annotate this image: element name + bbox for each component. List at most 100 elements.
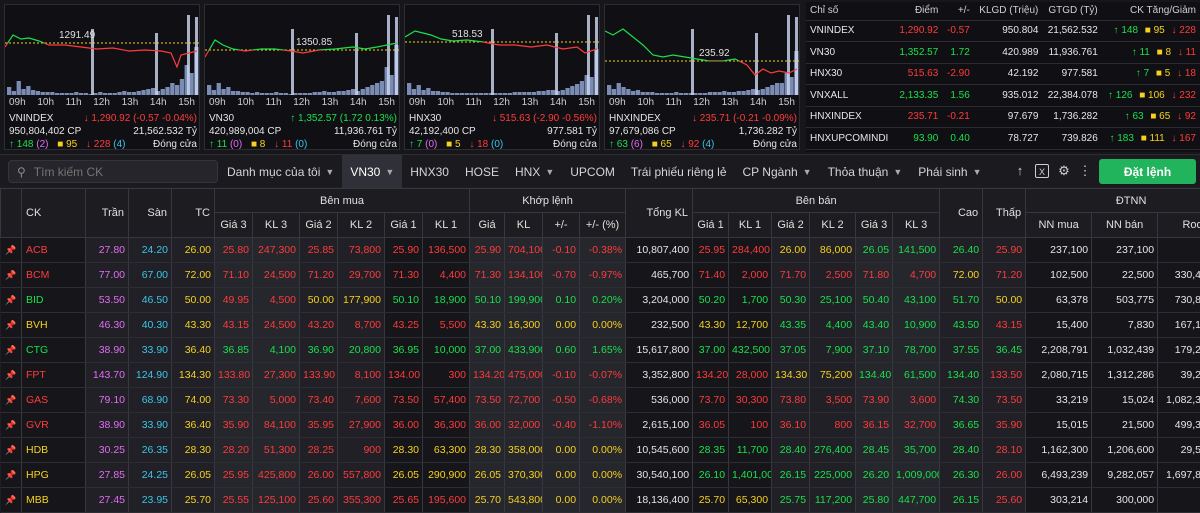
bid-cell[interactable]: 177,900 xyxy=(338,288,385,313)
bid-cell[interactable]: 73.40 xyxy=(300,388,338,413)
bid-cell[interactable]: 63,300 xyxy=(423,438,470,463)
pin-icon[interactable]: 📌 xyxy=(1,413,22,438)
ask-cell[interactable]: 25.70 xyxy=(693,488,729,513)
bid-cell[interactable]: 8,100 xyxy=(338,363,385,388)
ask-cell[interactable]: 3,600 xyxy=(893,388,940,413)
watchlist-tab[interactable]: Danh mục của tôi▼ xyxy=(219,155,342,188)
bid-cell[interactable]: 4,400 xyxy=(423,263,470,288)
bid-cell[interactable]: 24,500 xyxy=(253,313,300,338)
ask-cell[interactable]: 86,000 xyxy=(810,238,856,263)
pin-icon[interactable]: 📌 xyxy=(1,338,22,363)
pin-icon[interactable]: 📌 xyxy=(1,238,22,263)
ask-cell[interactable]: 35,700 xyxy=(893,438,940,463)
bid-cell[interactable]: 7,600 xyxy=(338,388,385,413)
board-subheader[interactable]: Giá 1 xyxy=(385,213,423,238)
board-subheader[interactable]: Giá 2 xyxy=(772,213,810,238)
ask-cell[interactable]: 25.80 xyxy=(856,488,893,513)
bid-cell[interactable]: 4,500 xyxy=(253,288,300,313)
ask-cell[interactable]: 28.35 xyxy=(693,438,729,463)
ask-cell[interactable]: 37.10 xyxy=(856,338,893,363)
bid-cell[interactable]: 35.95 xyxy=(300,413,338,438)
ask-cell[interactable]: 43,100 xyxy=(893,288,940,313)
bid-cell[interactable]: 25.95 xyxy=(215,463,253,488)
ask-cell[interactable]: 7,900 xyxy=(810,338,856,363)
bid-cell[interactable]: 73,800 xyxy=(338,238,385,263)
ask-cell[interactable]: 61,500 xyxy=(893,363,940,388)
board-subheader[interactable]: NN bán xyxy=(1092,213,1158,238)
ck-header[interactable]: CK xyxy=(22,189,86,238)
watchlist-tab[interactable]: Phái sinh▼ xyxy=(910,155,989,188)
pin-icon[interactable]: 📌 xyxy=(1,363,22,388)
ask-cell[interactable]: 134.30 xyxy=(772,363,810,388)
ask-cell[interactable]: 100 xyxy=(729,413,772,438)
bid-cell[interactable]: 125,100 xyxy=(253,488,300,513)
board-subheader[interactable]: KL 3 xyxy=(253,213,300,238)
bid-cell[interactable]: 28.20 xyxy=(215,438,253,463)
watchlist-tab[interactable]: CP Ngành▼ xyxy=(735,155,820,188)
bid-cell[interactable]: 10,000 xyxy=(423,338,470,363)
watchlist-tab[interactable]: UPCOM xyxy=(562,155,623,188)
bid-cell[interactable]: 27,900 xyxy=(338,413,385,438)
ask-cell[interactable]: 73.90 xyxy=(856,388,893,413)
bid-cell[interactable]: 300 xyxy=(423,363,470,388)
bid-cell[interactable]: 50.10 xyxy=(385,288,423,313)
ask-cell[interactable]: 3,500 xyxy=(810,388,856,413)
ask-cell[interactable]: 78,700 xyxy=(893,338,940,363)
ask-cell[interactable]: 50.30 xyxy=(772,288,810,313)
bid-cell[interactable]: 25.80 xyxy=(215,238,253,263)
ask-cell[interactable]: 28.40 xyxy=(772,438,810,463)
ask-cell[interactable]: 37.00 xyxy=(693,338,729,363)
bid-cell[interactable]: 71.30 xyxy=(385,263,423,288)
ask-cell[interactable]: 50.40 xyxy=(856,288,893,313)
watchlist-tab[interactable]: HOSE xyxy=(457,155,507,188)
ask-cell[interactable]: 432,500 xyxy=(729,338,772,363)
bid-cell[interactable]: 73.30 xyxy=(215,388,253,413)
watchlist-tab[interactable]: HNX30 xyxy=(402,155,457,188)
bid-cell[interactable]: 71.10 xyxy=(215,263,253,288)
pin-icon[interactable]: 📌 xyxy=(1,288,22,313)
watchlist-tab[interactable]: Thỏa thuận▼ xyxy=(820,155,911,188)
bid-cell[interactable]: 133.90 xyxy=(300,363,338,388)
pin-icon[interactable]: 📌 xyxy=(1,313,22,338)
ask-cell[interactable]: 225,000 xyxy=(810,463,856,488)
bid-cell[interactable]: 36,300 xyxy=(423,413,470,438)
bid-cell[interactable]: 73.50 xyxy=(385,388,423,413)
ask-cell[interactable]: 1,700 xyxy=(729,288,772,313)
ask-cell[interactable]: 800 xyxy=(810,413,856,438)
bid-cell[interactable]: 4,100 xyxy=(253,338,300,363)
board-subheader[interactable]: +/- xyxy=(543,213,580,238)
bid-cell[interactable]: 71.20 xyxy=(300,263,338,288)
pin-icon[interactable]: 📌 xyxy=(1,263,22,288)
ask-cell[interactable]: 134.20 xyxy=(693,363,729,388)
ask-cell[interactable]: 1,401,000 xyxy=(729,463,772,488)
stock-symbol[interactable]: BID xyxy=(22,288,86,313)
stock-symbol[interactable]: FPT xyxy=(22,363,86,388)
board-subheader[interactable]: Giá 3 xyxy=(215,213,253,238)
ask-cell[interactable]: 134.40 xyxy=(856,363,893,388)
bid-cell[interactable]: 355,300 xyxy=(338,488,385,513)
ask-cell[interactable]: 36.15 xyxy=(856,413,893,438)
board-subheader[interactable]: Giá 2 xyxy=(300,213,338,238)
ask-cell[interactable]: 11,700 xyxy=(729,438,772,463)
ask-cell[interactable]: 4,700 xyxy=(893,263,940,288)
ask-cell[interactable]: 25.95 xyxy=(693,238,729,263)
bid-cell[interactable]: 36.95 xyxy=(385,338,423,363)
board-subheader[interactable]: NN mua xyxy=(1026,213,1092,238)
place-order-button[interactable]: Đặt lệnh xyxy=(1099,159,1196,184)
bid-cell[interactable]: 28.25 xyxy=(300,438,338,463)
board-subheader[interactable]: Giá 3 xyxy=(856,213,893,238)
bid-cell[interactable]: 133.80 xyxy=(215,363,253,388)
ask-cell[interactable]: 43.30 xyxy=(693,313,729,338)
bid-cell[interactable]: 49.95 xyxy=(215,288,253,313)
bid-cell[interactable]: 43.25 xyxy=(385,313,423,338)
